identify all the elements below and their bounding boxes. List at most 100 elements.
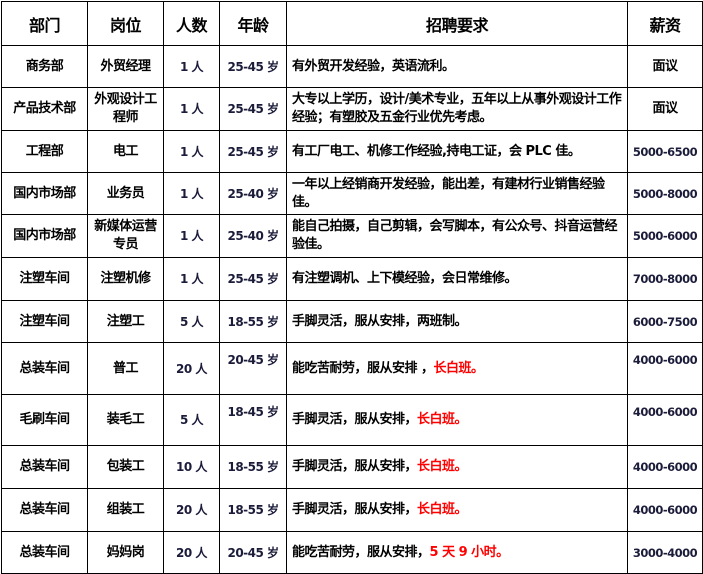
requirements-cell-text: 能吃苦耐劳，服从安排 ， <box>292 360 434 376</box>
post-cell: 包装工 <box>87 445 164 489</box>
count-cell-text: 20 人 <box>176 361 207 376</box>
highlight-text: 5 天 9 小时。 <box>429 544 510 560</box>
count-cell: 1 人 <box>163 257 220 301</box>
requirements-cell-text: 有注塑调机、上下模经验，会日常维修。 <box>292 271 518 286</box>
age-cell-text: 18-55 岁 <box>227 503 279 517</box>
count-cell: 1 人 <box>163 172 220 215</box>
age-cell-text: 20-45 岁 <box>227 545 279 560</box>
header-row: 部门 岗位 人数 年龄 招聘要求 薪资 <box>1 1 703 46</box>
age-cell-text: 25-45 岁 <box>227 102 279 116</box>
salary-cell: 5000-6000 <box>627 214 703 258</box>
age-cell-text: 20-45 岁 <box>227 353 279 367</box>
requirements-cell-text: 大专以上学历，设计/美术专业，五年以上从事外观设计工作经验；有塑胶及五金行业优先… <box>292 92 622 125</box>
age-cell-text: 25-45 岁 <box>227 144 279 159</box>
salary-cell: 面议 <box>627 45 703 88</box>
salary-cell-text: 4000-6000 <box>632 405 698 419</box>
count-cell: 1 人 <box>163 87 220 131</box>
dept-cell-text: 产品技术部 <box>13 101 76 116</box>
count-cell: 1 人 <box>163 130 220 173</box>
dept-cell: 总装车间 <box>1 488 88 532</box>
salary-cell: 4000-6000 <box>627 488 703 532</box>
highlight-text: 长白班。 <box>417 459 468 474</box>
highlight-text: 长白班。 <box>417 412 468 427</box>
count-cell: 1 人 <box>163 214 220 258</box>
salary-cell-text: 5000-8000 <box>632 186 698 201</box>
count-cell-text: 20 人 <box>176 545 207 560</box>
age-cell: 18-55 岁 <box>219 445 287 489</box>
count-cell-text: 1 人 <box>179 102 204 116</box>
salary-cell-text: 4000-6000 <box>632 460 698 474</box>
dept-cell: 商务部 <box>1 45 88 88</box>
post-cell: 装毛工 <box>87 394 164 446</box>
post-cell-text: 新媒体运营专员 <box>94 219 157 252</box>
header-salary: 薪资 <box>627 1 703 46</box>
table-row: 国内市场部 业务员 1 人 25-40 岁一年以上经销商开发经验，能出差，有建材行业销… <box>1 172 703 215</box>
age-cell-text: 25-40 岁 <box>227 229 279 243</box>
salary-cell-text: 3000-4000 <box>632 545 698 560</box>
dept-cell-text: 注塑车间 <box>19 313 70 329</box>
dept-cell-text: 商务部 <box>25 58 64 74</box>
age-cell: 25-45 岁 <box>219 257 287 301</box>
table-row: 总装车间 妈妈岗 20 人 20-45 岁能吃苦耐劳，服从安排，5 天 9 小时。 30… <box>1 531 703 574</box>
age-cell: 25-40 岁 <box>219 172 287 215</box>
requirements-cell-text: 有外贸开发经验，英语流利。 <box>292 58 455 74</box>
salary-cell: 3000-4000 <box>627 531 703 574</box>
salary-cell: 4000-6000 <box>627 394 703 446</box>
dept-cell: 总装车间 <box>1 342 88 395</box>
dept-cell-text: 总装车间 <box>19 502 70 517</box>
post-cell-text: 电工 <box>112 143 139 159</box>
post-cell: 妈妈岗 <box>87 531 164 574</box>
salary-cell: 7000-8000 <box>627 257 703 301</box>
age-cell: 18-45 岁 <box>219 394 287 446</box>
dept-cell: 注塑车间 <box>1 300 88 343</box>
count-cell-text: 1 人 <box>179 186 204 201</box>
post-cell-text: 注塑工 <box>106 313 145 329</box>
post-cell: 新媒体运营专员 <box>87 214 164 258</box>
dept-cell-text: 总装车间 <box>19 544 70 560</box>
count-cell: 20 人 <box>163 342 220 395</box>
requirements-cell-text: 一年以上经销商开发经验，能出差，有建材行业销售经验佳。 <box>292 176 605 210</box>
count-cell: 5 人 <box>163 394 220 446</box>
salary-cell-text: 面议 <box>652 101 678 116</box>
requirements-cell: 能吃苦耐劳，服从安排，5 天 9 小时。 <box>286 531 628 574</box>
dept-cell-text: 国内市场部 <box>13 228 76 243</box>
salary-cell: 5000-6500 <box>627 130 703 173</box>
age-cell: 25-45 岁 <box>219 87 287 131</box>
requirements-cell: 有外贸开发经验，英语流利。 <box>286 45 628 88</box>
post-cell-text: 外贸经理 <box>100 58 151 74</box>
table-row: 注塑车间 注塑机修 1 人 25-45 岁有注塑调机、上下模经验，会日常维修。 7000… <box>1 257 703 301</box>
table-row: 总装车间 包装工 10 人 18-55 岁手脚灵活，服从安排，长白班。 4000-600… <box>1 445 703 489</box>
salary-cell: 4000-6000 <box>627 445 703 489</box>
post-cell-text: 业务员 <box>106 185 145 201</box>
age-cell-text: 25-45 岁 <box>227 59 279 74</box>
count-cell: 5 人 <box>163 300 220 343</box>
count-cell-text: 20 人 <box>176 503 207 517</box>
age-cell-text: 25-40 岁 <box>227 186 279 201</box>
post-cell-text: 外观设计工程师 <box>94 92 157 125</box>
post-cell: 组装工 <box>87 488 164 532</box>
table-row: 国内市场部 新媒体运营专员 1 人 25-40 岁能自己拍摄，自己剪辑，会写脚本，有公… <box>1 214 703 258</box>
salary-cell-text: 4000-6000 <box>632 353 698 367</box>
age-cell: 25-40 岁 <box>219 214 287 258</box>
count-cell-text: 1 人 <box>179 272 204 286</box>
requirements-cell: 手脚灵活，服从安排，长白班。 <box>286 394 628 446</box>
age-cell-text: 18-55 岁 <box>227 314 279 329</box>
table-row: 总装车间 组装工 20 人 18-55 岁手脚灵活，服从安排，长白班。 4000-600… <box>1 488 703 532</box>
dept-cell: 国内市场部 <box>1 172 88 215</box>
dept-cell-text: 注塑车间 <box>19 271 70 286</box>
highlight-text: 长白班。 <box>417 502 468 517</box>
requirements-cell: 能自己拍摄，自己剪辑，会写脚本，有公众号、抖音运营经验佳。 <box>286 214 628 258</box>
age-cell: 20-45 岁 <box>219 531 287 574</box>
requirements-cell-text: 手脚灵活，服从安排， <box>292 412 418 427</box>
age-cell: 25-45 岁 <box>219 45 287 88</box>
post-cell-text: 装毛工 <box>106 412 145 427</box>
salary-cell-text: 6000-7500 <box>632 314 698 329</box>
requirements-cell: 有注塑调机、上下模经验，会日常维修。 <box>286 257 628 301</box>
salary-cell-text: 4000-6000 <box>632 503 698 517</box>
dept-cell: 国内市场部 <box>1 214 88 258</box>
salary-cell-text: 5000-6500 <box>632 144 698 159</box>
table-row: 总装车间 普工 20 人 20-45 岁能吃苦耐劳，服从安排 ，长白班。 4000-60… <box>1 342 703 395</box>
count-cell: 10 人 <box>163 445 220 489</box>
post-cell-text: 组装工 <box>106 502 145 517</box>
